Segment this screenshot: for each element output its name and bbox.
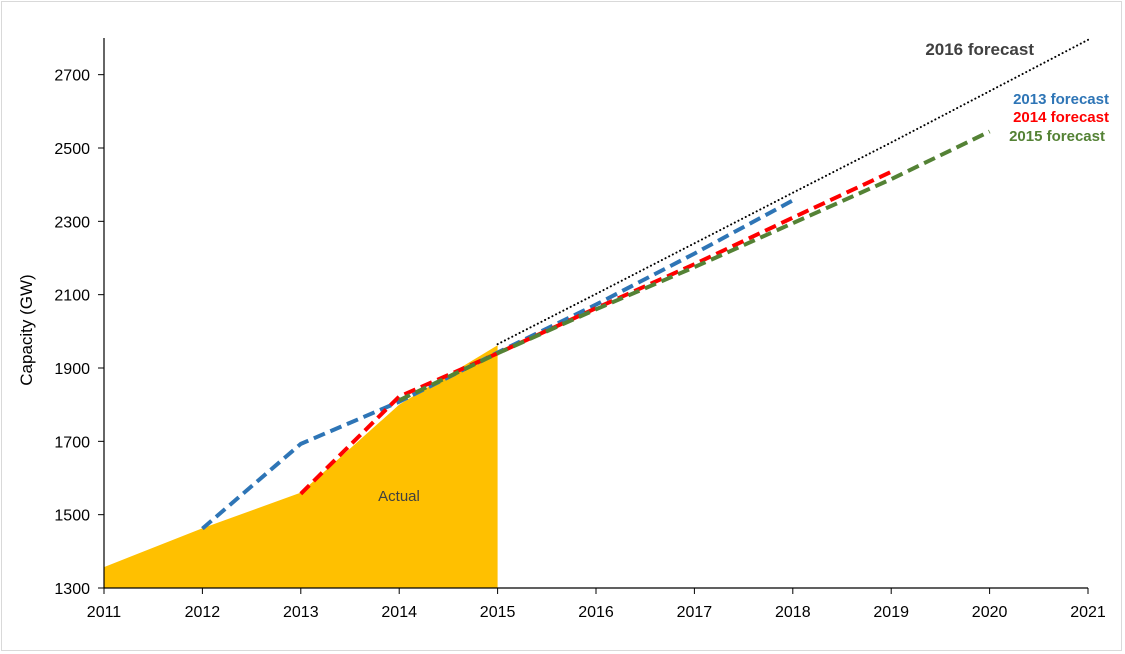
series-label-2013-forecast: 2013 forecast	[1013, 91, 1109, 108]
axes-layer	[103, 38, 1088, 589]
x-tick-label: 2021	[1070, 604, 1106, 621]
series-label-2015-forecast: 2015 forecast	[1009, 128, 1105, 145]
x-tick-label: 2014	[381, 604, 417, 621]
x-tick-label: 2017	[677, 604, 713, 621]
y-tick-label: 1900	[54, 361, 90, 378]
y-tick-label: 2700	[54, 68, 90, 85]
ticks-layer: 1300 1500 1700 1900 2100 2300 2500 2700 2011 2012…	[54, 68, 1105, 621]
x-tick-label: 2018	[775, 604, 811, 621]
series-label-2014-forecast: 2014 forecast	[1013, 109, 1109, 126]
y-tick-label: 1300	[54, 581, 90, 598]
y-tick-label: 2300	[54, 214, 90, 231]
y-tick-label: 1500	[54, 508, 90, 525]
actual-area	[104, 345, 498, 588]
series-line-2016-forecast	[496, 38, 1089, 346]
x-tick-label: 2020	[972, 604, 1008, 621]
series-label-2016-forecast: 2016 forecast	[925, 40, 1034, 59]
y-tick-label: 1700	[54, 434, 90, 451]
x-tick-label: 2012	[185, 604, 221, 621]
x-tick-label: 2019	[873, 604, 909, 621]
y-tick-label: 2500	[54, 141, 90, 158]
area-layer: Actual	[104, 345, 498, 588]
actual-area-label: Actual	[378, 488, 420, 505]
x-tick-label: 2013	[283, 604, 319, 621]
series-line-2015-forecast	[398, 129, 991, 403]
x-tick-label: 2015	[480, 604, 516, 621]
y-tick-label: 2100	[54, 288, 90, 305]
x-tick-label: 2011	[87, 604, 122, 621]
series-layer	[201, 38, 1089, 531]
y-axis-title: Capacity (GW)	[17, 274, 36, 385]
x-tick-label: 2016	[578, 604, 614, 621]
